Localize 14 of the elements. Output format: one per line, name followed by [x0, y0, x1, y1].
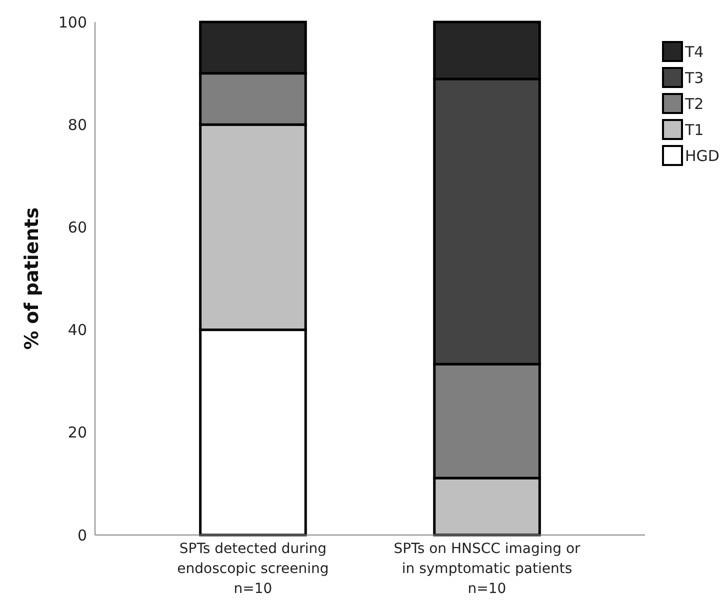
y-tick-label: 20	[68, 424, 87, 442]
legend-label: T2	[684, 95, 704, 113]
legend-label: HGD	[685, 147, 720, 165]
x-tick-label: SPTs on HNSCC imaging or in symptomatic patients n=10	[394, 541, 581, 597]
y-tick-label: 40	[68, 321, 87, 340]
y-tick-label: 60	[68, 218, 87, 236]
legend-label: T4	[684, 43, 704, 61]
legend-label: T1	[684, 121, 704, 139]
y-tick-label: 0	[77, 526, 87, 544]
x-tick-label: SPTs detected during endoscopic screening n=10	[177, 541, 329, 597]
y-tick-label: 100	[58, 13, 87, 32]
y-axis-title: % of patients	[21, 207, 43, 350]
y-tick-label: 80	[68, 116, 87, 134]
legend-label: T3	[684, 69, 704, 87]
